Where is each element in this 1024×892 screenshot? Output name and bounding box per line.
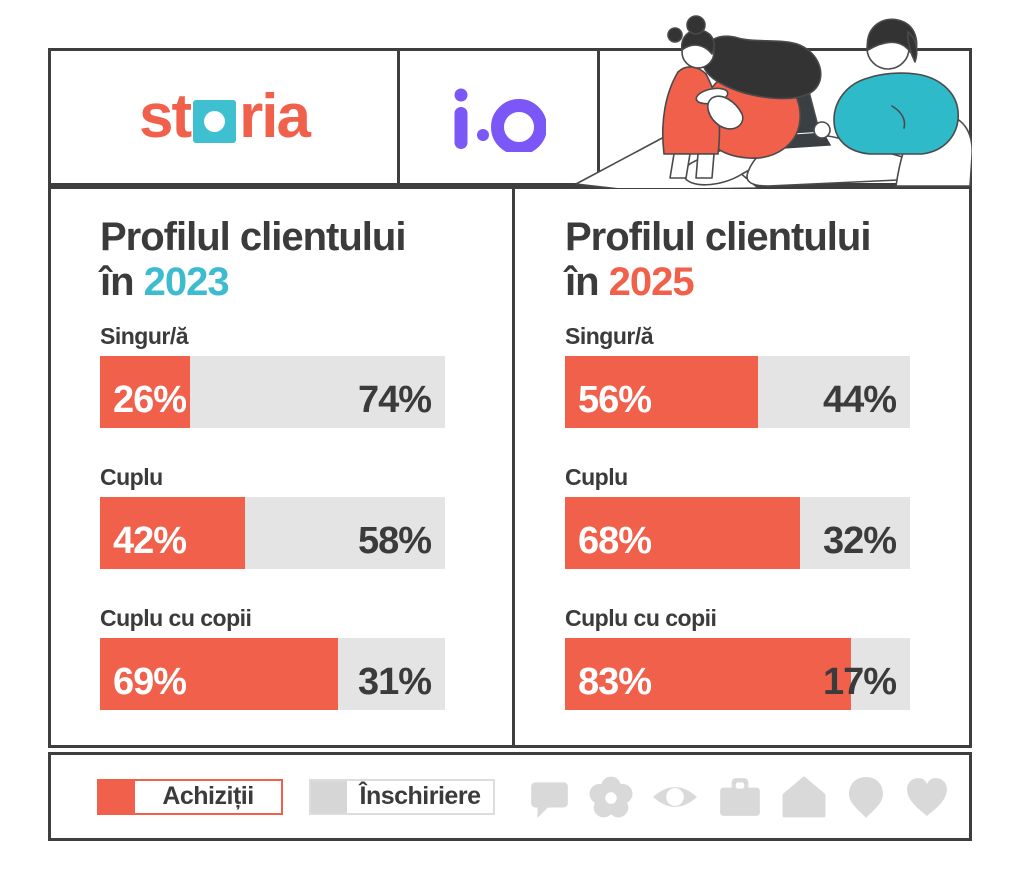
bar-value-inchiriere: 31% [357, 661, 432, 704]
panel-title-line1: Profilul clientului [565, 215, 871, 259]
bar-value-achizitii: 26% [113, 379, 187, 422]
bar-row-cuplu-2025: Cuplu 68% 32% [565, 464, 969, 570]
io-logo-icon [454, 88, 546, 152]
bar-segment-inchiriere [244, 497, 445, 570]
panel-2025: Profilul clientului în 2025 Singur/ă 56%… [515, 189, 969, 745]
category-label: Cuplu cu copii [565, 605, 717, 632]
decorative-icons-row [527, 774, 949, 820]
bar-segment-inchiriere [851, 638, 910, 711]
bar-segment-achizitii [100, 356, 190, 429]
flower-icon [589, 776, 633, 817]
bar-row-cuplu-copii-2025: Cuplu cu copii 83% 17% [565, 605, 969, 711]
legend-band: Achiziții Înschiriere [48, 752, 972, 841]
bar-value-achizitii: 42% [113, 520, 187, 563]
category-label: Singur/ă [565, 323, 654, 350]
io-logo-cell [400, 51, 600, 183]
bar-value-achizitii: 68% [578, 520, 652, 563]
charts-band: Profilul clientului în 2023 Singur/ă 26%… [48, 186, 972, 748]
legend-swatch-achizitii [99, 780, 135, 813]
bar-row-single-2023: Singur/ă 26% 74% [100, 323, 512, 429]
panel-title-2023: Profilul clientului în 2023 [100, 215, 512, 305]
stacked-bar: 56% 44% [565, 356, 910, 429]
storia-logo-dot [204, 110, 226, 132]
bar-row-cuplu-copii-2023: Cuplu cu copii 69% 31% [100, 605, 512, 711]
bar-value-inchiriere: 58% [357, 520, 432, 563]
bar-segment-achizitii [565, 356, 759, 429]
house-icon [782, 776, 826, 817]
bar-value-inchiriere: 74% [357, 379, 432, 422]
family-illustration [575, 15, 972, 188]
storia-logo-text-left: st [139, 82, 192, 151]
briefcase-icon [720, 777, 760, 816]
bar-value-achizitii: 69% [113, 661, 187, 704]
storia-logo-square-icon [193, 99, 237, 143]
bar-value-inchiriere: 32% [822, 520, 897, 563]
category-label: Cuplu [100, 464, 163, 491]
bar-segment-inchiriere [189, 356, 445, 429]
stacked-bar: 68% 32% [565, 497, 910, 570]
storia-logo-cell: st ria [51, 51, 400, 183]
panel-2023: Profilul clientului în 2023 Singur/ă 26%… [51, 189, 512, 745]
heart-icon [907, 777, 947, 816]
bar-row-single-2025: Singur/ă 56% 44% [565, 323, 969, 429]
stacked-bar: 26% 74% [100, 356, 445, 429]
bar-segment-achizitii [565, 638, 852, 711]
category-label: Cuplu [565, 464, 628, 491]
legend-achizitii: Achiziții [97, 778, 283, 815]
bar-row-cuplu-2023: Cuplu 42% 58% [100, 464, 512, 570]
stacked-bar: 83% 17% [565, 638, 910, 711]
panel-title-2025: Profilul clientului în 2025 [565, 215, 969, 305]
storia-logo: st ria [139, 82, 311, 151]
legend-label-inchiriere: Înschiriere [359, 782, 481, 810]
category-label: Cuplu cu copii [100, 605, 252, 632]
category-label: Singur/ă [100, 323, 189, 350]
eye-icon [653, 786, 697, 807]
map-pin-icon [849, 776, 883, 818]
bar-segment-achizitii [100, 638, 339, 711]
legend-swatch-inchiriere [311, 780, 347, 813]
bar-value-inchiriere: 44% [822, 379, 897, 422]
stacked-bar: 42% 58% [100, 497, 445, 570]
column-divider [512, 189, 515, 745]
speech-bubble-icon [531, 781, 568, 818]
year-2023: 2023 [143, 260, 230, 305]
bar-value-inchiriere: 17% [822, 661, 897, 704]
panel-title-prefix: în [565, 260, 600, 305]
legend-label-achizitii: Achiziții [162, 782, 254, 810]
legend-inchiriere: Înschiriere [309, 778, 495, 815]
bar-segment-achizitii [100, 497, 245, 570]
panel-title-prefix: în [100, 260, 135, 305]
storia-logo-text-right: ria [239, 82, 311, 151]
year-2025: 2025 [608, 260, 695, 305]
bar-segment-inchiriere [758, 356, 910, 429]
bar-segment-inchiriere [338, 638, 445, 711]
panel-title-line1: Profilul clientului [100, 215, 406, 259]
bar-segment-achizitii [565, 497, 800, 570]
stacked-bar: 69% 31% [100, 638, 445, 711]
bar-segment-inchiriere [799, 497, 910, 570]
bar-value-achizitii: 56% [578, 379, 652, 422]
bar-value-achizitii: 83% [578, 661, 652, 704]
